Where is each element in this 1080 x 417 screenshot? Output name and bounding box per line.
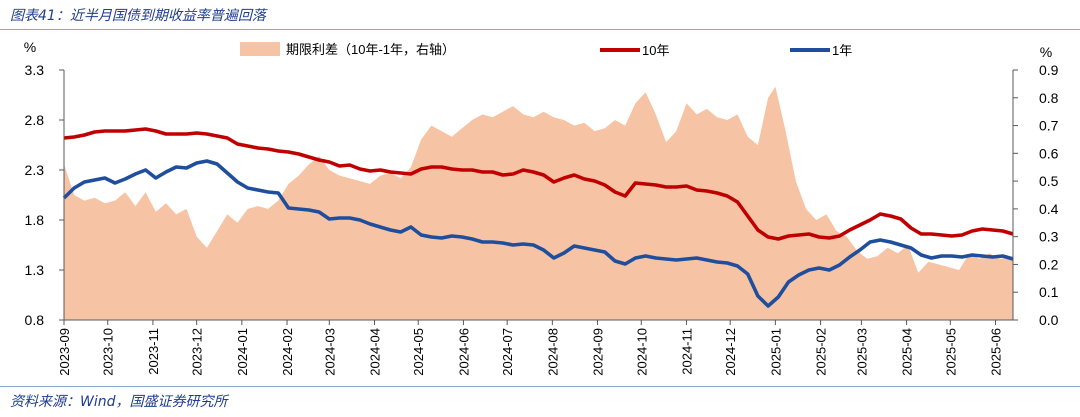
left-tick-label: 3.3 [25,62,45,78]
x-tick-label: 2024-11 [680,328,695,375]
x-tick-label: 2025-03 [854,328,869,376]
x-tick-label: 2023-09 [57,328,72,376]
x-tick-label: 2024-02 [280,328,295,376]
left-axis-unit: % [24,39,36,55]
left-tick-label: 2.8 [25,112,45,128]
title-bar: 图表41：近半月国债到期收益率普遍回落 [0,0,1080,30]
legend-line-label: 1年 [832,43,852,58]
source-divider [0,386,1080,387]
x-tick-label: 2024-12 [723,328,738,376]
x-tick-label: 2024-08 [545,328,560,376]
x-tick-label: 2024-05 [411,328,426,376]
yield-10y-line [63,127,1014,241]
legend-line-label: 10年 [642,43,669,58]
x-tick-label: 2023-10 [101,328,116,376]
x-tick-label: 2023-12 [190,328,205,376]
x-tick-label: 2025-02 [814,328,829,376]
right-tick-label: 0.6 [1039,145,1059,161]
legend-area-swatch [240,42,280,56]
left-tick-label: 2.3 [25,162,45,178]
x-tick-label: 2024-06 [456,328,471,376]
x-tick-label: 2025-04 [900,328,915,376]
source-note: 资料来源：Wind，国盛证券研究所 [10,394,228,410]
chart-title: 图表41：近半月国债到期收益率普遍回落 [10,8,266,24]
right-tick-label: 0.1 [1039,284,1059,300]
x-tick-label: 2024-04 [368,328,383,376]
x-tick-label: 2025-01 [768,328,783,376]
x-tick-label: 2025-05 [943,328,958,376]
x-tick-label: 2024-09 [591,328,606,376]
right-tick-label: 0.8 [1039,90,1059,106]
right-tick-label: 0.5 [1039,173,1059,189]
x-tick-label: 2024-01 [235,328,250,376]
term-spread-area [64,86,1013,320]
x-tick-label: 2024-07 [500,328,515,376]
x-tick-label: 2024-03 [322,328,337,376]
left-tick-label: 1.3 [25,262,45,278]
title-divider [0,29,1080,30]
left-tick-label: 1.8 [25,212,45,228]
legend-area-label: 期限利差（10年-1年，右轴） [286,42,455,57]
right-tick-label: 0.4 [1039,201,1059,217]
yield-1y-line [62,159,1014,308]
x-tick-label: 2025-06 [989,328,1004,376]
right-tick-label: 0.2 [1039,256,1059,272]
left-tick-label: 0.8 [25,312,45,328]
right-tick-label: 0.3 [1039,229,1059,245]
x-tick-label: 2023-11 [146,328,161,375]
right-axis-unit: % [1040,44,1052,60]
x-tick-label: 2024-10 [634,328,649,376]
right-tick-label: 0.0 [1039,312,1059,328]
right-tick-label: 0.7 [1039,118,1059,134]
right-tick-label: 0.9 [1039,62,1059,78]
